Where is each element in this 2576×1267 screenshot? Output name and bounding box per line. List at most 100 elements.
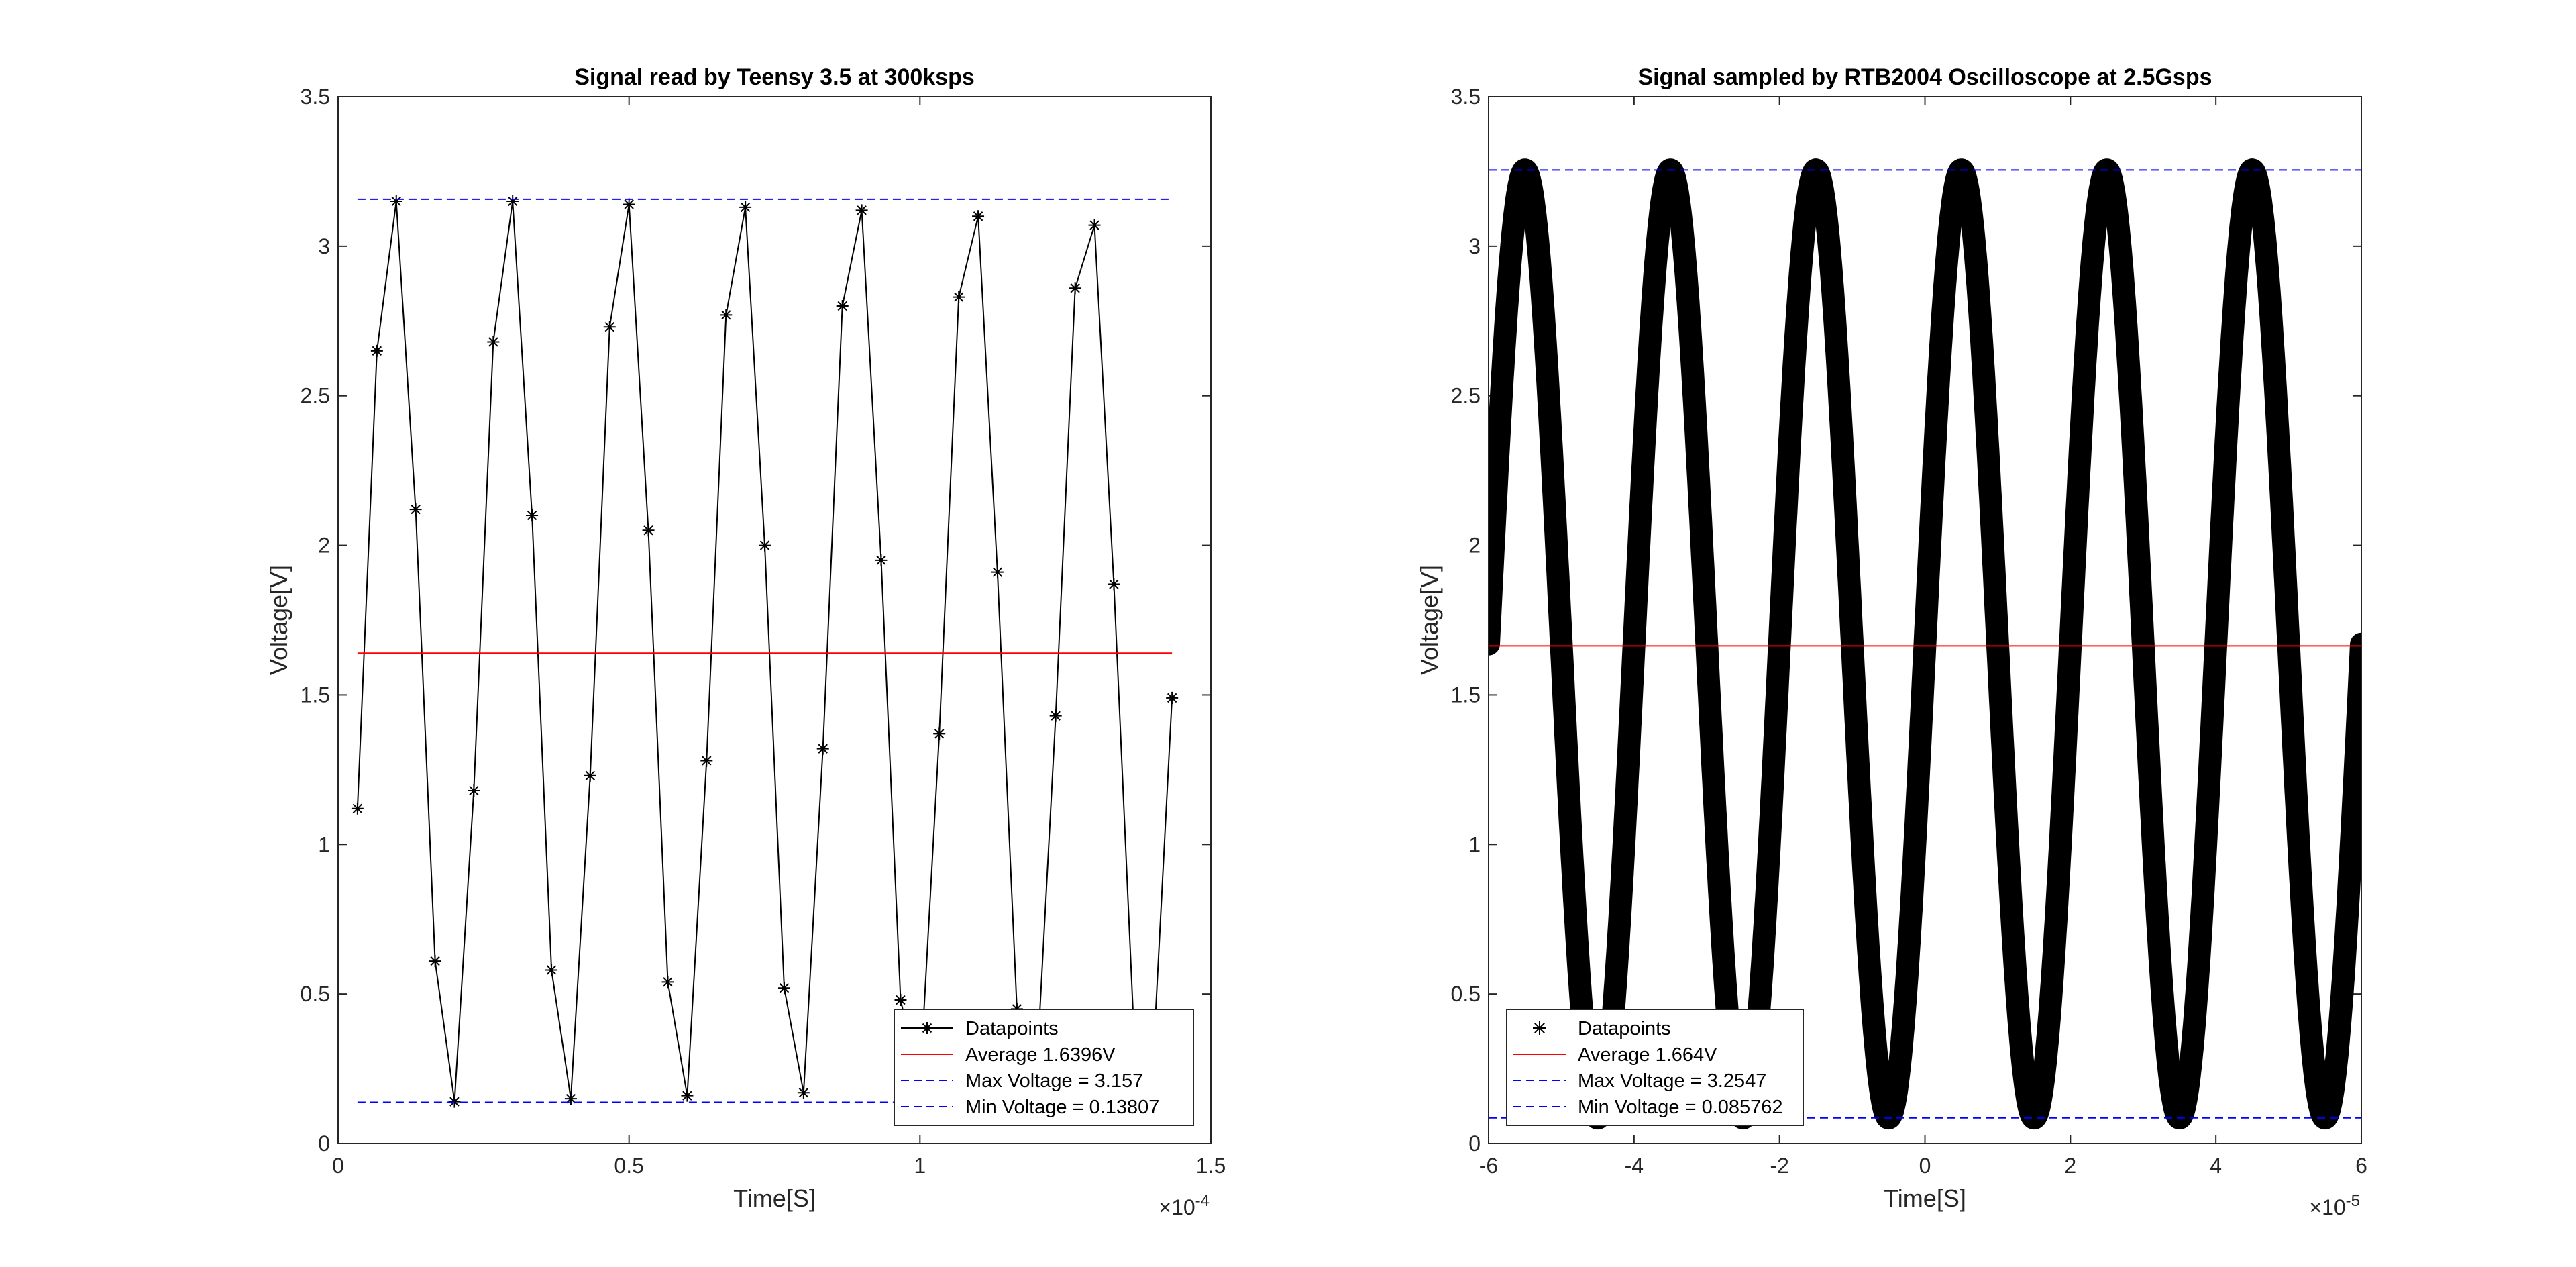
data-point (2211, 562, 2228, 578)
data-point (1822, 252, 1839, 269)
data-point (506, 195, 519, 207)
data-point (1640, 357, 1657, 374)
data-point (2302, 1019, 2319, 1036)
y-tick-label: 1.5 (301, 682, 330, 707)
data-point (855, 204, 868, 217)
data-point (1840, 562, 1857, 578)
legend-entry-label: Max Voltage = 3.2547 (1578, 1070, 1766, 1092)
data-point (1538, 357, 1555, 374)
data-point (1615, 851, 1631, 868)
data-point (2044, 971, 2061, 988)
data-point (2331, 1019, 2348, 1036)
x-tick-label: 4 (2210, 1154, 2222, 1178)
data-point (1778, 489, 1795, 506)
data-point (1982, 489, 1999, 506)
y-tick-label: 0 (318, 1131, 330, 1156)
data-point (2051, 851, 2068, 868)
data-point (2160, 1058, 2177, 1075)
y-tick-label: 1 (318, 832, 330, 856)
data-point (2204, 710, 2220, 727)
data-point (894, 994, 907, 1007)
data-point (972, 210, 985, 223)
x-tick-label: 0.5 (614, 1154, 643, 1178)
data-point (2080, 301, 2097, 317)
data-point (1069, 282, 1081, 295)
data-point (1546, 489, 1562, 506)
plot-area (337, 96, 1212, 1144)
data-point (1764, 782, 1780, 799)
chart-title: Signal sampled by RTB2004 Oscilloscope a… (1638, 64, 2212, 90)
y-tick-label: 3 (1468, 234, 1481, 258)
data-point (1888, 1086, 1904, 1103)
data-point (1894, 1019, 1911, 1036)
data-point (1945, 185, 1962, 201)
data-point (2047, 914, 2064, 931)
data-point (2116, 301, 2133, 317)
data-point (1873, 1086, 1890, 1103)
data-point (1633, 489, 1650, 506)
data-point (1942, 213, 1959, 230)
data-point (2208, 636, 2224, 652)
data-point (1108, 578, 1120, 591)
data-point (1837, 489, 1854, 506)
data-point (1891, 1058, 1908, 1075)
data-point (584, 769, 596, 782)
data-point (2277, 562, 2294, 578)
data-point (759, 539, 771, 552)
data-point (2324, 1086, 2341, 1103)
data-point (681, 1089, 694, 1102)
data-point (2102, 167, 2118, 184)
data-point (1927, 420, 1944, 437)
data-point (2077, 357, 2094, 374)
data-point (2295, 914, 2312, 931)
data-point (875, 554, 888, 566)
data-point (1986, 562, 2002, 578)
legend-entry-label: Average 1.664V (1578, 1044, 1717, 1066)
data-point (487, 336, 500, 348)
data-point (1971, 301, 1988, 317)
legend: Datapoints Average 1.6396V Max Voltage = 3… (894, 1009, 1194, 1126)
data-point (1531, 252, 1548, 269)
x-tick-label: 2 (2064, 1154, 2076, 1178)
data-point (991, 566, 1004, 578)
data-point (2218, 420, 2235, 437)
data-point (2193, 914, 2210, 931)
data-point (1625, 636, 1642, 652)
data-point (1524, 185, 1541, 201)
data-point (1796, 213, 1813, 230)
data-point (2320, 1104, 2337, 1121)
legend-marker (921, 1022, 933, 1034)
data-point (1913, 710, 1930, 727)
data-point (2298, 971, 2315, 988)
data-point (2215, 489, 2232, 506)
data-point (1862, 971, 1879, 988)
data-point (1996, 782, 2013, 799)
data-point (1931, 357, 1948, 374)
data-point (1655, 185, 1672, 201)
x-tick-label: -6 (1479, 1154, 1498, 1178)
legend-marker (1533, 1021, 1546, 1035)
data-point (1702, 710, 1719, 727)
data-point (429, 955, 441, 968)
data-point (739, 201, 752, 213)
y-tick-label: 0.5 (1451, 982, 1481, 1006)
data-point (1968, 252, 1984, 269)
data-point (1939, 252, 1955, 269)
data-point (1807, 162, 1824, 179)
x-exponent-power: -4 (1195, 1192, 1210, 1210)
data-point (1651, 213, 1668, 230)
data-point (2139, 710, 2155, 727)
data-point (1699, 636, 1715, 652)
data-point (2186, 1019, 2202, 1036)
data-point (1960, 185, 1977, 201)
x-tick-label: 1.5 (1196, 1154, 1226, 1178)
data-point (2055, 782, 2072, 799)
data-point (1935, 301, 1951, 317)
data-point (1666, 167, 1682, 184)
y-tick-label: 3 (318, 234, 330, 258)
data-point (2284, 710, 2300, 727)
data-point (526, 509, 539, 521)
data-point (2109, 213, 2126, 230)
data-point (816, 742, 829, 755)
data-point (2073, 420, 2090, 437)
